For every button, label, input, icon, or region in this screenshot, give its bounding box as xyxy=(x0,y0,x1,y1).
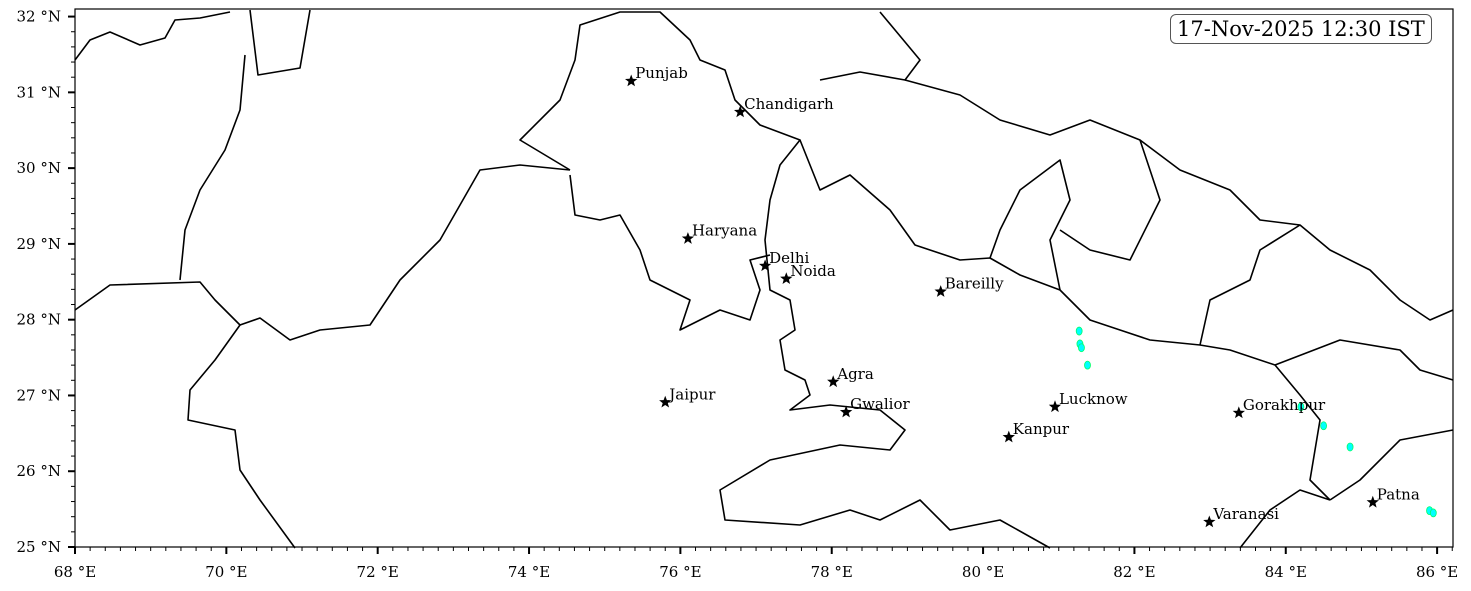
city-label: Kanpur xyxy=(1013,420,1070,438)
y-tick-label: 29 °N xyxy=(17,235,61,253)
boundary-line xyxy=(1329,429,1454,501)
y-tick-label: 27 °N xyxy=(17,386,61,404)
boundary-line xyxy=(74,164,571,341)
boundary-line xyxy=(569,174,771,331)
city-star-icon xyxy=(759,259,772,272)
city-star-icon xyxy=(681,232,695,244)
x-tick-label: 76 °E xyxy=(659,563,701,581)
y-tick-label: 28 °N xyxy=(17,311,61,329)
precip-cell xyxy=(1084,360,1091,370)
city-label: Agra xyxy=(836,365,874,383)
boundary-line xyxy=(1274,339,1454,381)
x-tick-label: 84 °E xyxy=(1265,563,1307,581)
boundary-line xyxy=(1199,224,1301,346)
city-star-icon xyxy=(839,405,853,418)
boundary-line xyxy=(799,139,1331,501)
y-tick-label: 32 °N xyxy=(17,8,61,26)
x-tick-label: 72 °E xyxy=(357,563,399,581)
city-label: Bareilly xyxy=(945,275,1004,293)
axes: 68 °E 70 °E 72 °E 74 °E 76 °E 78 °E 80 °E 82 °E… xyxy=(17,8,1459,581)
x-tick-label: 80 °E xyxy=(962,563,1004,581)
y-tick-label: 31 °N xyxy=(17,83,61,101)
boundary-line xyxy=(249,9,311,76)
city-label: Jaipur xyxy=(667,385,716,403)
city-label: Haryana xyxy=(692,222,757,240)
boundary-line xyxy=(519,11,1051,549)
boundary-line xyxy=(187,324,296,549)
city-label: Noida xyxy=(790,262,836,280)
precip-cell xyxy=(1078,343,1085,353)
timestamp-box: 17-Nov-2025 12:30 IST xyxy=(1170,14,1432,44)
plot-frame xyxy=(74,8,1454,548)
city-label: Gwalior xyxy=(850,395,910,413)
boundary-line xyxy=(179,54,246,281)
precip-cell xyxy=(1297,402,1305,412)
city-star-icon xyxy=(1048,400,1062,413)
x-tick-label: 78 °E xyxy=(811,563,853,581)
precipitation-layer xyxy=(1075,326,1437,518)
city-label: Punjab xyxy=(635,64,688,82)
boundary-line xyxy=(74,11,231,61)
boundary-line xyxy=(1059,139,1161,261)
city-star-icon xyxy=(934,285,947,297)
city-label: Gorakhpur xyxy=(1243,396,1326,414)
x-tick-label: 86 °E xyxy=(1416,563,1458,581)
city-label: Lucknow xyxy=(1059,390,1128,408)
city-star-icon xyxy=(1002,430,1015,443)
y-tick-label: 30 °N xyxy=(17,159,61,177)
city-star-icon xyxy=(659,395,672,408)
city-star-icon xyxy=(1232,406,1245,419)
x-tick-label: 68 °E xyxy=(54,563,96,581)
precip-cell xyxy=(1320,421,1327,431)
y-tick-label: 26 °N xyxy=(17,462,61,480)
precip-cell xyxy=(1429,508,1437,518)
city-star-icon xyxy=(780,272,793,284)
precip-cell xyxy=(1075,326,1083,336)
city-star-icon xyxy=(625,74,638,87)
city-star-icon xyxy=(1366,495,1379,508)
y-tick-label: 25 °N xyxy=(17,538,61,556)
boundary-line xyxy=(989,159,1071,291)
city-star-icon xyxy=(1203,515,1216,528)
x-tick-label: 70 °E xyxy=(205,563,247,581)
boundary-line xyxy=(819,11,921,81)
city-label: Varanasi xyxy=(1212,505,1279,523)
city-label: Chandigarh xyxy=(744,95,834,113)
city-star-icon xyxy=(734,105,747,118)
city-star-icon xyxy=(827,375,840,388)
state-boundaries xyxy=(74,9,1454,549)
x-tick-label: 82 °E xyxy=(1113,563,1155,581)
boundary-line xyxy=(904,79,1454,321)
city-label: Patna xyxy=(1377,485,1420,503)
boundary-line xyxy=(1239,489,1331,549)
city-label: Delhi xyxy=(769,249,809,267)
x-tick-label: 74 °E xyxy=(508,563,550,581)
precip-cell xyxy=(1346,442,1354,452)
